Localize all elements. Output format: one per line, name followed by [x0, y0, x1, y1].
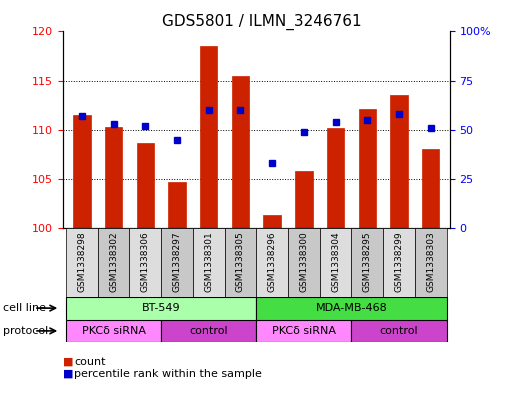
Bar	[295, 171, 313, 228]
Text: GSM1338306: GSM1338306	[141, 231, 150, 292]
Text: GSM1338303: GSM1338303	[426, 231, 435, 292]
Text: PKCδ siRNA: PKCδ siRNA	[272, 326, 336, 336]
Bar	[66, 228, 98, 297]
Text: percentile rank within the sample: percentile rank within the sample	[74, 369, 262, 379]
Bar	[264, 215, 281, 228]
Text: GSM1338302: GSM1338302	[109, 231, 118, 292]
Bar	[390, 95, 408, 228]
Bar	[200, 46, 218, 228]
Text: ■: ■	[63, 357, 73, 367]
Text: GSM1338305: GSM1338305	[236, 231, 245, 292]
Text: control: control	[189, 326, 228, 336]
Bar	[383, 228, 415, 297]
Text: GSM1338297: GSM1338297	[173, 231, 181, 292]
Bar	[224, 228, 256, 297]
Text: GSM1338301: GSM1338301	[204, 231, 213, 292]
Text: control: control	[380, 326, 418, 336]
Bar	[193, 228, 224, 297]
Bar	[256, 228, 288, 297]
Bar	[168, 182, 186, 228]
Text: cell line: cell line	[3, 303, 46, 313]
Bar	[415, 228, 447, 297]
Bar	[232, 76, 249, 228]
Bar	[129, 228, 161, 297]
Bar	[161, 228, 193, 297]
Text: MDA-MB-468: MDA-MB-468	[315, 303, 388, 313]
Text: GSM1338295: GSM1338295	[363, 231, 372, 292]
Bar	[288, 228, 320, 297]
Bar	[73, 115, 90, 228]
Bar	[161, 320, 256, 342]
Text: protocol: protocol	[3, 326, 48, 336]
Text: PKCδ siRNA: PKCδ siRNA	[82, 326, 145, 336]
Bar	[256, 320, 351, 342]
Bar	[105, 127, 122, 228]
Text: GSM1338304: GSM1338304	[331, 231, 340, 292]
Bar	[137, 143, 154, 228]
Bar	[256, 297, 447, 320]
Bar	[320, 228, 351, 297]
Bar	[351, 228, 383, 297]
Text: GSM1338300: GSM1338300	[299, 231, 309, 292]
Bar	[359, 109, 376, 228]
Text: GSM1338299: GSM1338299	[394, 231, 404, 292]
Bar	[66, 320, 161, 342]
Text: GSM1338298: GSM1338298	[77, 231, 86, 292]
Text: ■: ■	[63, 369, 73, 379]
Bar	[327, 128, 344, 228]
Text: count: count	[74, 357, 106, 367]
Bar	[422, 149, 439, 228]
Text: BT-549: BT-549	[142, 303, 180, 313]
Bar	[351, 320, 447, 342]
Bar	[66, 297, 256, 320]
Bar	[98, 228, 129, 297]
Text: GSM1338296: GSM1338296	[268, 231, 277, 292]
Text: GDS5801 / ILMN_3246761: GDS5801 / ILMN_3246761	[162, 14, 361, 30]
